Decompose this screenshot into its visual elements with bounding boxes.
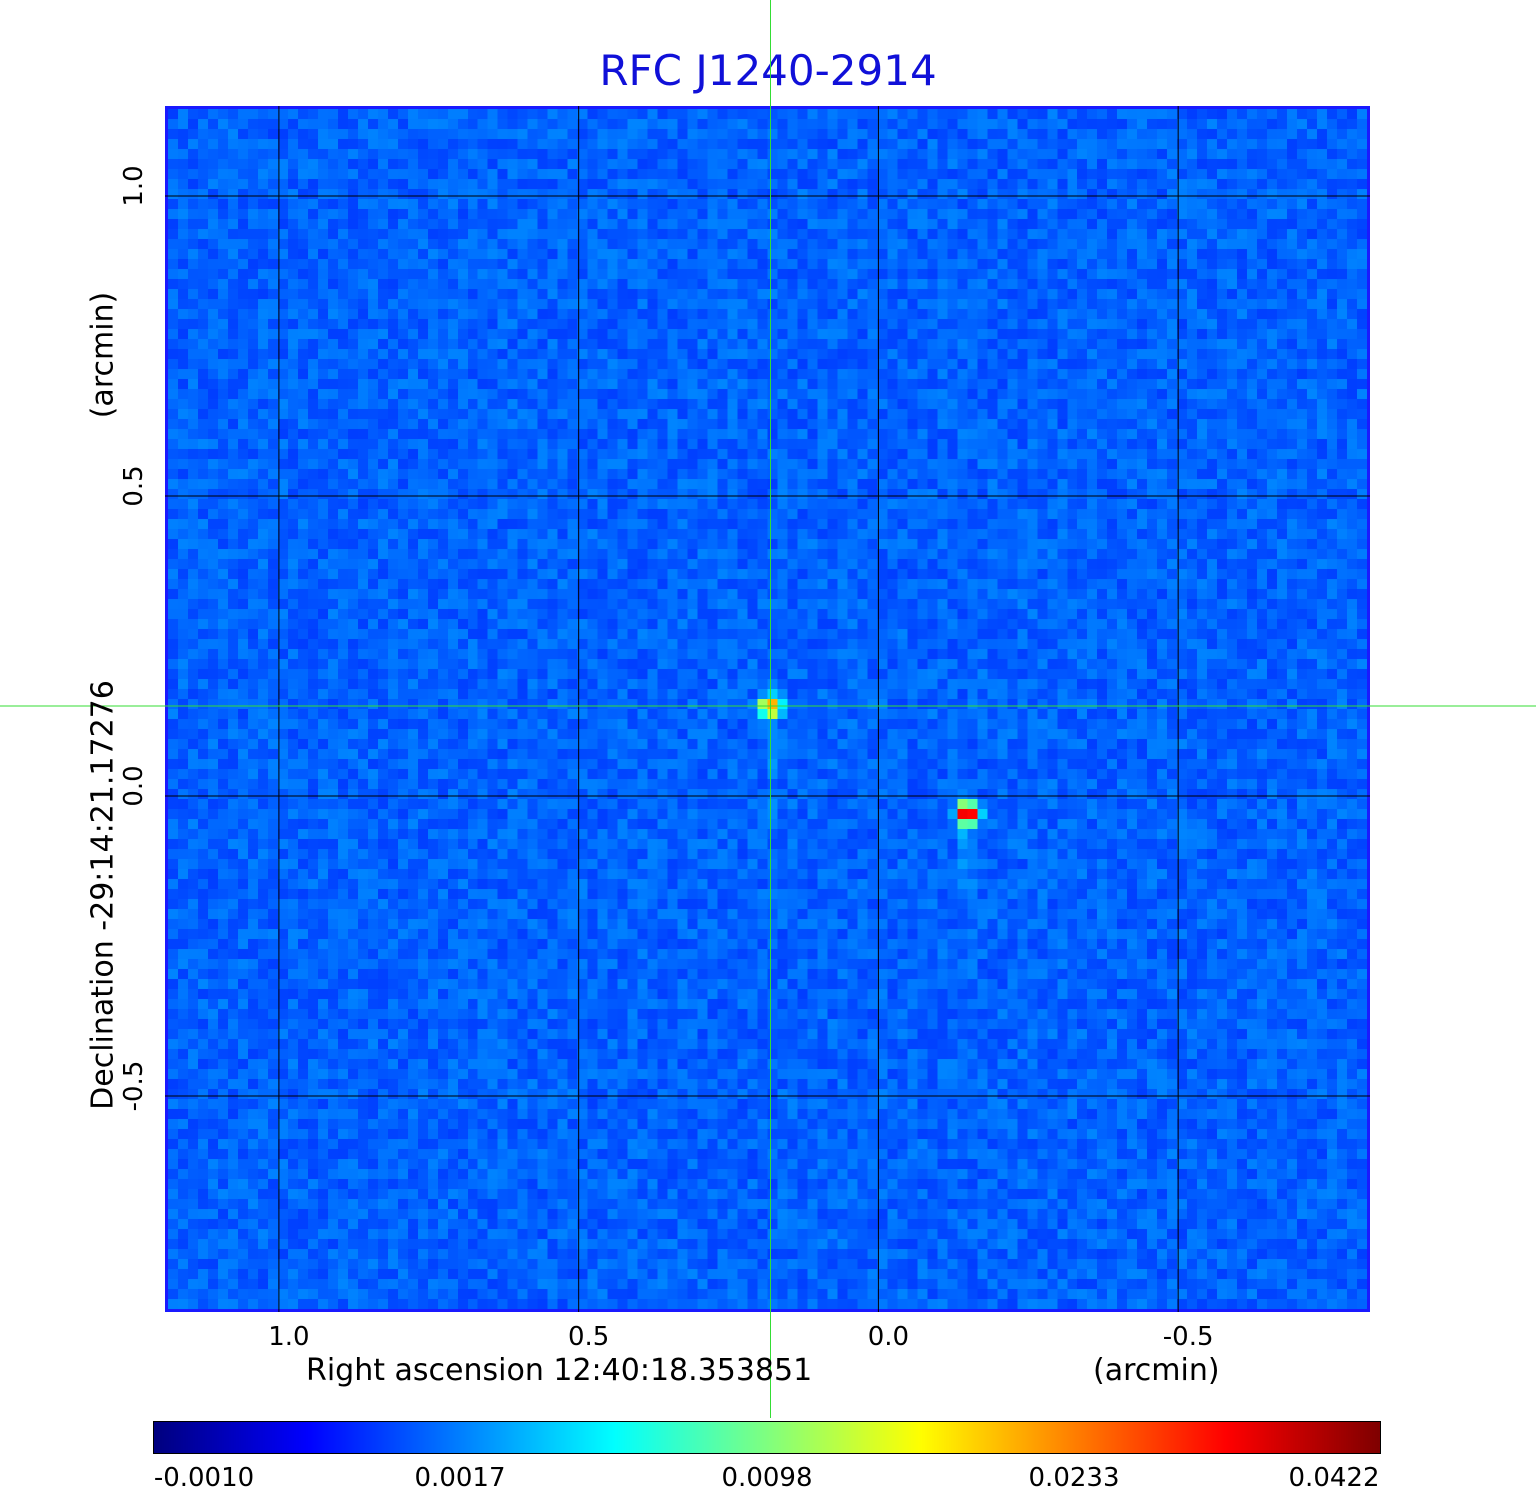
colorbar-tick-label: 0.0098	[721, 1463, 813, 1493]
y-axis-label: Declination -29:14:21.17276	[85, 680, 121, 1110]
colorbar-tick-label: 0.0017	[414, 1463, 506, 1493]
y-tick-label: 0.5	[119, 465, 149, 507]
x-tick-label: 1.0	[268, 1322, 310, 1352]
x-tick-label: 0.0	[867, 1322, 910, 1352]
y-tick-label: 0.0	[119, 765, 149, 807]
x-tick-label: -0.5	[1162, 1322, 1214, 1352]
colorbar-tick-label: 0.0233	[1028, 1463, 1120, 1493]
colorbar	[153, 1421, 1381, 1454]
y-tick-label: -0.5	[119, 1060, 149, 1112]
x-axis-unit: (arcmin)	[1093, 1353, 1220, 1388]
chart-title: RFC J1240-2914	[599, 46, 937, 95]
y-axis-unit: (arcmin)	[85, 291, 121, 419]
colorbar-tick-label: 0.0422	[1288, 1463, 1380, 1493]
plot-area[interactable]	[165, 106, 1370, 1312]
sky-image	[168, 109, 1367, 1309]
y-tick-label: 1.0	[119, 165, 149, 207]
x-tick-label: 0.5	[567, 1322, 610, 1352]
x-axis-label: Right ascension 12:40:18.353851	[306, 1353, 813, 1388]
colorbar-tick-label: -0.0010	[153, 1463, 255, 1493]
